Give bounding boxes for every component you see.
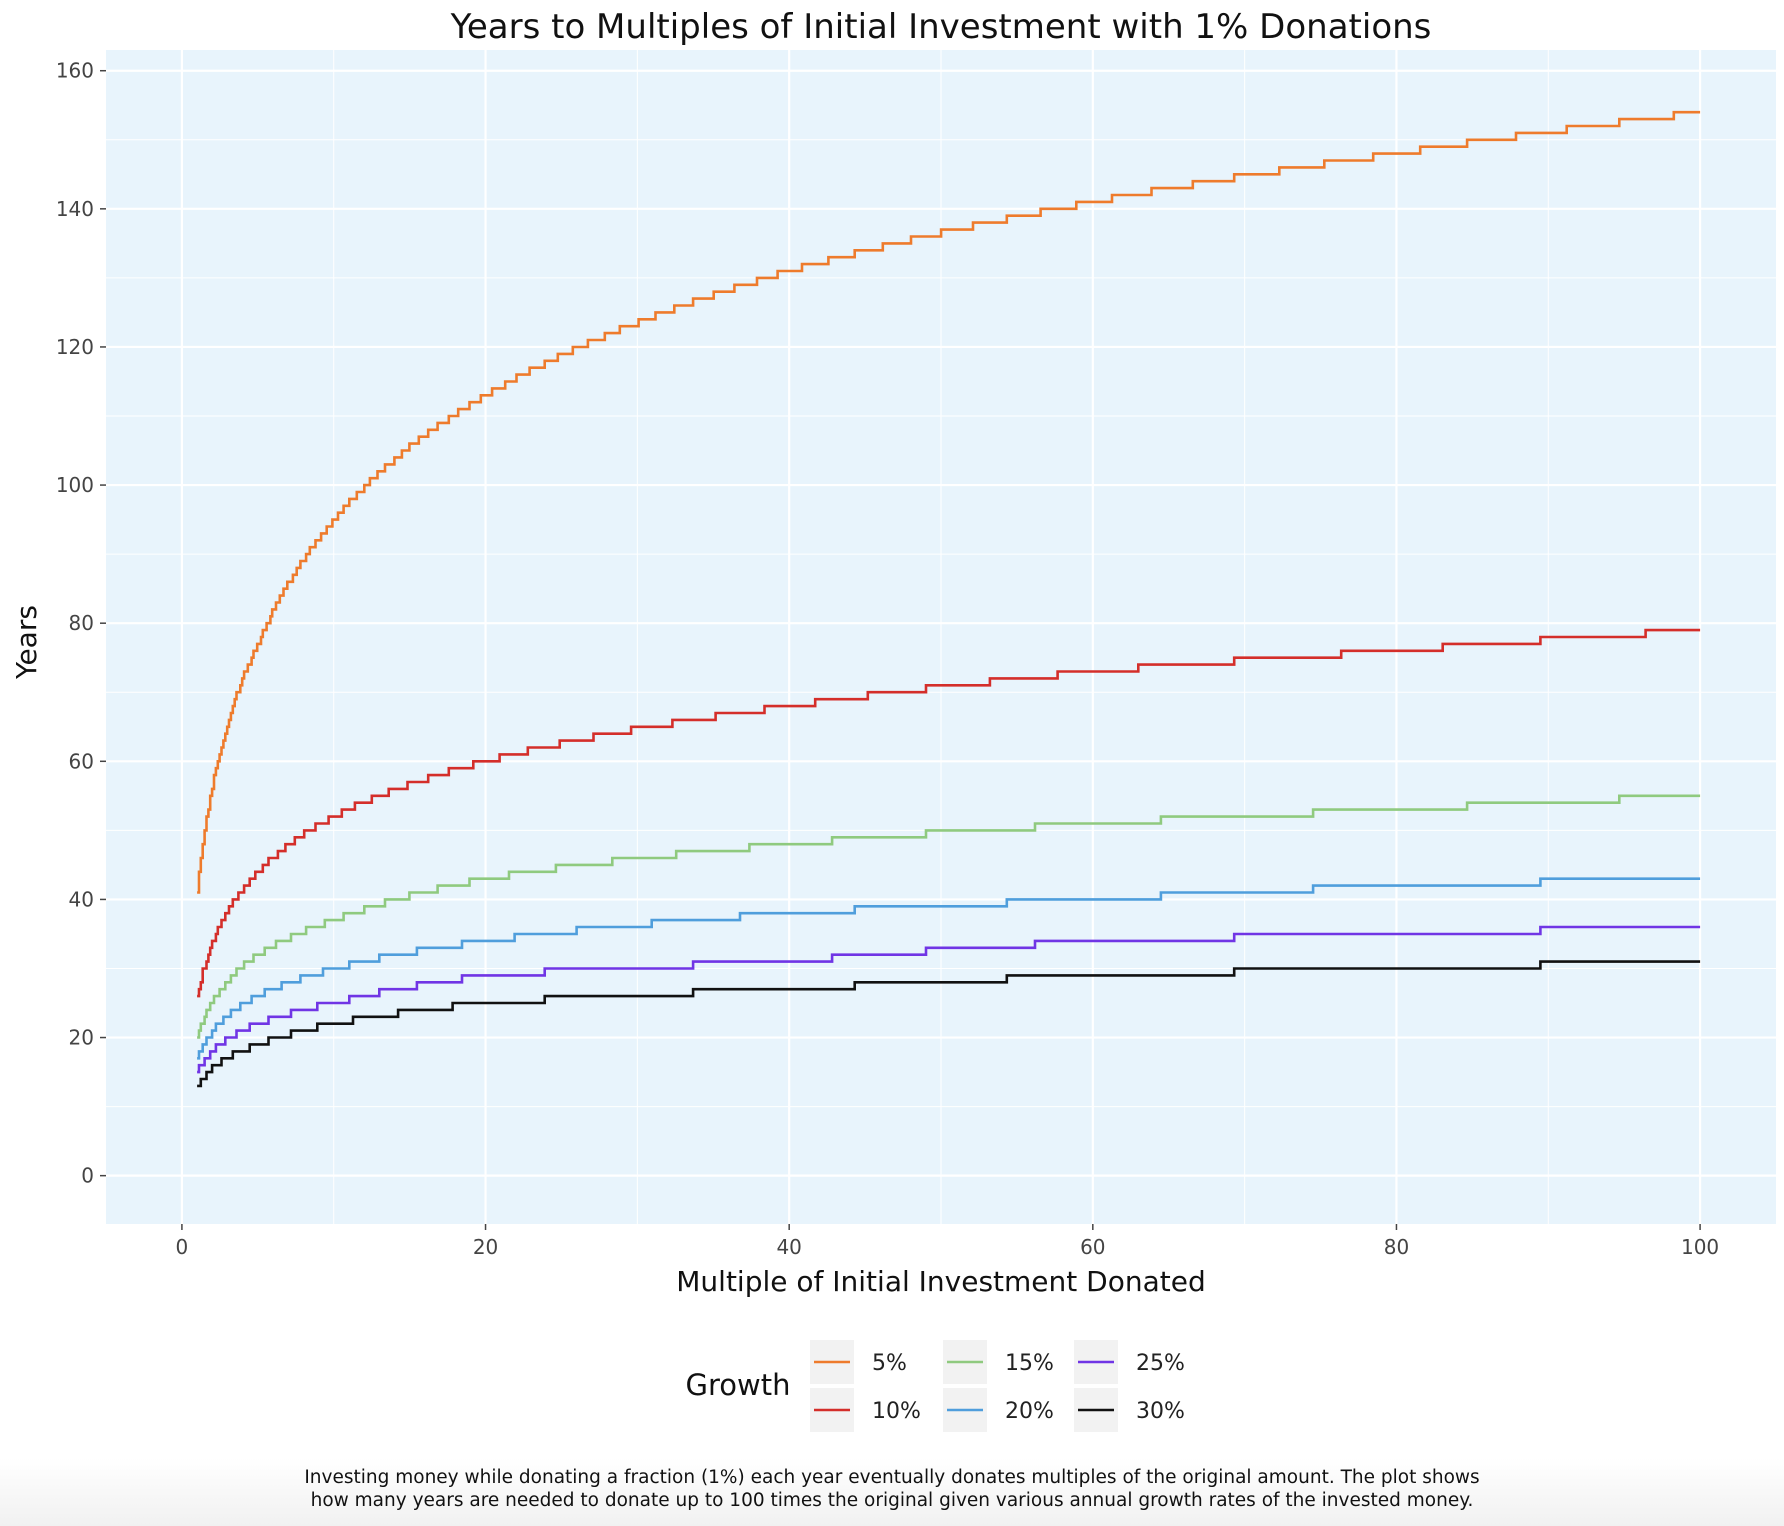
y-tick-label: 20 bbox=[69, 1026, 94, 1050]
x-tick-label: 40 bbox=[776, 1235, 801, 1259]
series-line-25pct bbox=[197, 925, 1701, 1074]
chart-title: Years to Multiples of Initial Investment… bbox=[450, 7, 1432, 47]
y-tick-label: 160 bbox=[56, 59, 94, 83]
y-tick-label: 80 bbox=[69, 611, 94, 635]
x-axis: 0 20 40 60 80 100 bbox=[176, 1224, 1719, 1259]
legend-label: 10% bbox=[872, 1399, 921, 1424]
y-tick-label: 140 bbox=[56, 197, 94, 221]
x-tick-label: 20 bbox=[473, 1235, 498, 1259]
series-line-5pct bbox=[197, 110, 1701, 894]
legend-label: 5% bbox=[872, 1351, 907, 1376]
y-tick-label: 40 bbox=[69, 887, 94, 911]
y-axis: 0 20 40 60 80 100 120 140 160 bbox=[56, 59, 106, 1188]
caption-line-1: Investing money while donating a fractio… bbox=[304, 1467, 1480, 1488]
legend-label: 25% bbox=[1136, 1351, 1185, 1376]
series-lines bbox=[197, 110, 1701, 1088]
caption-text: Investing money while donating a fractio… bbox=[230, 1466, 1554, 1512]
chart: 0 20 40 60 80 100 120 140 160 0 20 40 60 80 100 Years… bbox=[10, 7, 1776, 1432]
x-axis-title: Multiple of Initial Investment Donated bbox=[676, 1265, 1205, 1298]
x-tick-label: 80 bbox=[1384, 1235, 1409, 1259]
x-tick-label: 0 bbox=[176, 1235, 189, 1259]
legend-title: Growth bbox=[686, 1368, 791, 1402]
series-line-15pct bbox=[197, 794, 1701, 1039]
y-tick-label: 100 bbox=[56, 473, 94, 497]
y-tick-label: 60 bbox=[69, 749, 94, 773]
legend-label: 15% bbox=[1005, 1351, 1054, 1376]
y-tick-label: 0 bbox=[81, 1164, 94, 1188]
y-axis-title: Years bbox=[10, 605, 43, 680]
grid-major bbox=[106, 50, 1776, 1224]
series-line-20pct bbox=[197, 877, 1701, 1060]
series-line-30pct bbox=[197, 960, 1701, 1088]
legend: Growth 5% 10% 15% 20% 25% 30% bbox=[686, 1340, 1185, 1432]
legend-label: 20% bbox=[1005, 1399, 1054, 1424]
x-tick-label: 100 bbox=[1681, 1235, 1719, 1259]
legend-label: 30% bbox=[1136, 1399, 1185, 1424]
caption-line-2: how many years are needed to donate up t… bbox=[310, 1490, 1474, 1511]
caption: Investing money while donating a fractio… bbox=[0, 1458, 1784, 1526]
x-tick-label: 60 bbox=[1080, 1235, 1105, 1259]
series-line-10pct bbox=[197, 628, 1701, 998]
y-tick-label: 120 bbox=[56, 335, 94, 359]
